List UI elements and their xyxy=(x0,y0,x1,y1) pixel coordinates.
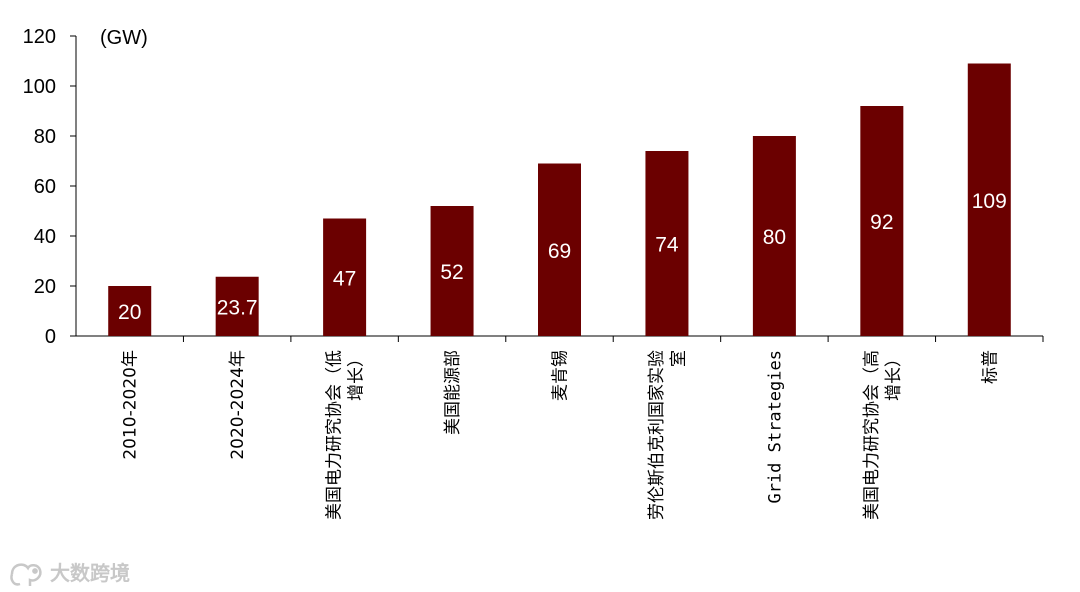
data-labels: 20 23.7 47 52 69 74 80 92 109 xyxy=(118,190,1007,324)
category-label: 美国电力研究协会（高 xyxy=(862,350,882,520)
bar xyxy=(645,151,689,336)
bar xyxy=(752,136,796,336)
bar xyxy=(430,206,474,336)
data-label: 92 xyxy=(870,211,893,234)
data-label: 47 xyxy=(333,267,356,290)
y-tick-label: 0 xyxy=(45,326,56,348)
data-label: 52 xyxy=(440,261,463,284)
data-label: 69 xyxy=(548,240,571,263)
data-label: 80 xyxy=(763,226,786,249)
y-tick-label: 40 xyxy=(34,226,56,248)
data-label: 23.7 xyxy=(217,296,258,319)
y-tick-label: 20 xyxy=(34,276,56,298)
y-tick-label: 100 xyxy=(23,76,56,98)
watermark-text: 大数跨境 xyxy=(50,561,130,585)
unit-label: (GW) xyxy=(100,27,148,49)
data-label: 74 xyxy=(655,234,679,257)
category-label: 增长） xyxy=(347,350,367,401)
bar xyxy=(215,276,259,336)
category-label: 2020-2024年 xyxy=(228,350,248,460)
category-label: Grid Strategies xyxy=(765,350,785,504)
category-label: 2010-2020年 xyxy=(121,350,141,460)
bar xyxy=(108,286,152,336)
bar xyxy=(538,163,581,336)
category-label: 美国能源部 xyxy=(443,350,463,435)
category-label: 劳伦斯伯克利国家实验 xyxy=(647,350,667,520)
watermark: 大数跨境 xyxy=(10,561,130,586)
y-tick-label: 120 xyxy=(23,26,56,48)
elephant-logo-icon xyxy=(10,563,42,586)
y-tick-label: 80 xyxy=(34,126,56,148)
bar xyxy=(860,106,904,336)
category-labels: 2010-2020年 2020-2024年 美国电力研究协会（低 增长） 美国能源部 麦肯… xyxy=(121,350,1001,520)
data-label: 109 xyxy=(972,190,1007,213)
category-label: 美国电力研究协会（低 xyxy=(325,350,345,520)
data-label: 20 xyxy=(118,301,141,324)
category-label: 麦肯锡 xyxy=(551,350,571,401)
bar xyxy=(323,218,367,336)
bars xyxy=(108,63,1044,342)
bar xyxy=(967,63,1011,336)
category-label: 标普 xyxy=(980,350,1000,384)
category-label: 增长） xyxy=(884,350,904,401)
y-tick-label: 60 xyxy=(34,176,56,198)
category-label: 室 xyxy=(669,350,689,367)
